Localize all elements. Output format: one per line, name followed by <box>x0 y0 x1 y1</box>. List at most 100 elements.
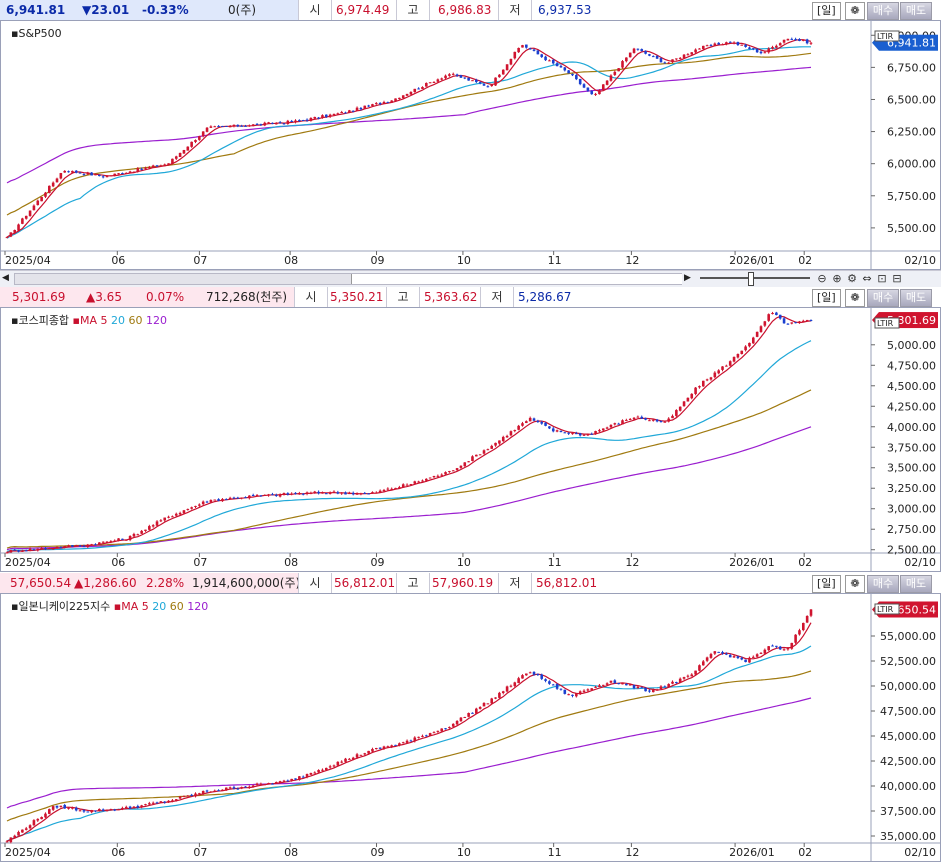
candle-body <box>451 723 455 727</box>
candle-body <box>251 494 255 496</box>
chart-settings-icon[interactable]: ⚙ <box>847 272 857 285</box>
price-chart[interactable]: 5,000.00 4,750.00 4,500.00 4,250.00 4,000.00… <box>1 308 940 571</box>
candle-body <box>767 314 770 321</box>
price-chart[interactable]: 55,000.00 52,500.00 50,000.00 47,500.00 45,0… <box>1 594 940 861</box>
candle-body <box>640 687 644 689</box>
chart-area[interactable]: 7,000.006,750.006,500.006,250.006,000.00… <box>0 20 941 270</box>
chart-area[interactable]: 55,000.00 52,500.00 50,000.00 47,500.00 45,0… <box>0 593 941 862</box>
scroll-right-arrow[interactable]: ▶ <box>684 273 691 283</box>
low-label: 저 <box>498 0 532 20</box>
buy-button[interactable]: 매수 <box>867 289 899 307</box>
settings-gear-icon[interactable]: ❁ <box>845 575 865 593</box>
candle-body <box>617 682 620 685</box>
split-icon[interactable]: ⊟ <box>892 272 902 285</box>
candle-body <box>351 492 355 495</box>
sell-button[interactable]: 매도 <box>900 575 932 593</box>
candle-body <box>213 126 217 128</box>
candle-body <box>28 548 32 551</box>
candle-body <box>744 346 747 351</box>
candle-body <box>51 182 55 187</box>
ma60-line <box>6 52 812 216</box>
candle-body <box>551 428 555 432</box>
panel-nikkei: 57,650.54 ▲1,286.60 2.28% 1,914,600,000(… <box>0 573 941 862</box>
candle-body <box>417 88 420 90</box>
sell-button[interactable]: 매도 <box>900 289 932 307</box>
candle-body <box>771 46 774 49</box>
candle-body <box>5 237 9 239</box>
zoom-out-icon[interactable]: ⊖ <box>817 272 827 285</box>
candle-body <box>155 521 159 526</box>
settings-gear-icon[interactable]: ❁ <box>845 2 865 20</box>
candle-body <box>313 491 317 493</box>
candle-body <box>240 787 243 789</box>
x-tick-label: 12 <box>625 846 639 859</box>
cursor-label: LTIR <box>877 32 894 41</box>
candle-body <box>371 748 374 752</box>
candle-body <box>505 64 509 71</box>
candle-body <box>778 43 782 46</box>
price-chart[interactable]: 7,000.006,750.006,500.006,250.006,000.00… <box>1 21 940 269</box>
candle-body <box>571 694 574 696</box>
candle-body <box>340 761 343 763</box>
legend-ma-120: 120 <box>184 600 209 613</box>
candle-body <box>686 397 690 402</box>
candle-body <box>182 150 186 154</box>
scroll-thumb[interactable] <box>351 274 682 284</box>
high-label: 고 <box>396 0 430 20</box>
candle-body <box>409 484 413 486</box>
candle-body <box>17 550 20 552</box>
buy-button[interactable]: 매수 <box>867 2 899 20</box>
zoom-slider-handle[interactable] <box>748 272 754 286</box>
candle-body <box>82 173 86 175</box>
candle-body <box>667 418 670 422</box>
candle-body <box>32 205 36 211</box>
settings-gear-icon[interactable]: ❁ <box>845 289 865 307</box>
sell-button[interactable]: 매도 <box>900 2 932 20</box>
candle-body <box>201 790 205 794</box>
candle-body <box>332 765 336 767</box>
candle-body <box>732 656 736 658</box>
period-button[interactable]: [일] <box>812 575 841 593</box>
candle-body <box>78 545 82 547</box>
candle-body <box>148 803 151 805</box>
x-tick-label: 02 <box>798 254 812 267</box>
zoom-in-icon[interactable]: ⊕ <box>832 272 842 285</box>
candle-body <box>121 807 124 809</box>
cursor-label-box <box>874 603 900 615</box>
candle-body <box>40 548 43 550</box>
candle-body <box>501 691 505 693</box>
period-button[interactable]: [일] <box>812 2 841 20</box>
zoom-slider[interactable] <box>700 272 810 286</box>
chart-area[interactable]: 5,000.00 4,750.00 4,500.00 4,250.00 4,000.00… <box>0 307 941 572</box>
candle-body <box>451 470 455 472</box>
candle-body <box>209 791 213 793</box>
high-value: 5,363.62 <box>424 290 478 304</box>
candle-body <box>655 689 659 691</box>
candle-body <box>398 97 401 99</box>
candle-body <box>351 757 355 760</box>
candle-body <box>290 493 293 495</box>
price-value: 5,301.69 <box>12 290 66 304</box>
candle-body <box>390 100 393 103</box>
candle-body <box>582 690 586 692</box>
candle-body <box>498 692 501 698</box>
candle-body <box>732 42 736 44</box>
candle-body <box>186 508 190 510</box>
buy-button[interactable]: 매수 <box>867 575 899 593</box>
period-button[interactable]: [일] <box>812 289 841 307</box>
candle-body <box>405 740 409 743</box>
candle-body <box>782 318 786 324</box>
candle-body <box>775 645 778 647</box>
horizontal-scrollbar[interactable] <box>14 273 682 285</box>
layout-icon[interactable]: ⊡ <box>877 272 887 285</box>
candle-body <box>440 474 443 476</box>
candle-body <box>386 488 390 490</box>
fit-width-icon[interactable]: ⇔ <box>862 272 872 285</box>
ma20-line <box>6 340 812 552</box>
candle-body <box>632 48 636 53</box>
candle-body <box>317 491 320 494</box>
scroll-left-arrow[interactable]: ◀ <box>2 273 9 283</box>
y-tick-label: 4,250.00 <box>887 400 936 413</box>
candle-body <box>517 47 520 53</box>
candle-body <box>228 497 232 500</box>
